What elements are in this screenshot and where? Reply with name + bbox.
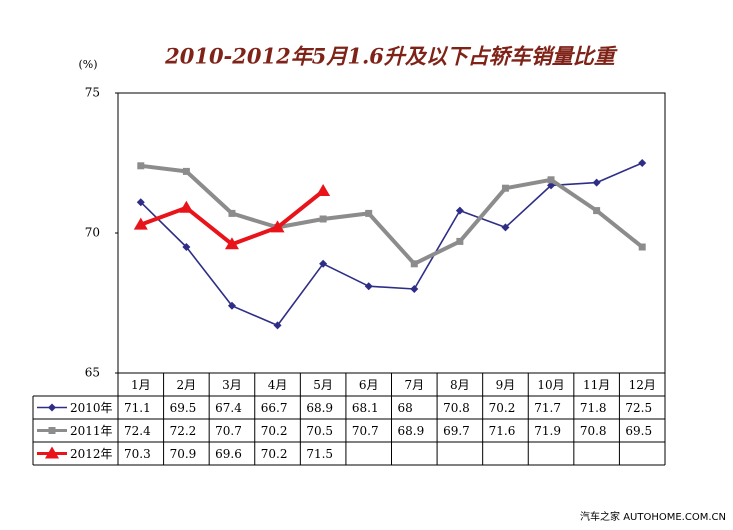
chart-title: 2010-2012年5月1.6升及以下占轿车销量比重 (164, 44, 618, 69)
table-value: 66.7 (261, 401, 288, 415)
x-tick-label: 1月 (131, 378, 151, 392)
table-value: 70.7 (352, 424, 379, 438)
series-marker (456, 237, 464, 245)
x-tick-label: 8月 (450, 378, 470, 392)
table-value: 68.9 (398, 424, 425, 438)
table-value: 71.9 (534, 424, 561, 438)
table-value: 71.6 (489, 424, 516, 438)
table-value: 70.8 (580, 424, 607, 438)
table-value: 69.6 (215, 447, 242, 461)
legend-label: 2010年 (70, 401, 113, 415)
series-marker (270, 220, 285, 233)
table-value: 71.5 (306, 447, 333, 461)
table-value: 69.7 (443, 424, 470, 438)
legend-marker (48, 427, 56, 434)
series-marker (410, 285, 419, 293)
series-marker (638, 243, 646, 251)
series-marker (182, 167, 190, 175)
series-marker (365, 209, 373, 217)
table-value: 68 (398, 401, 413, 415)
table-value: 68.9 (306, 401, 333, 415)
table-value: 71.8 (580, 401, 607, 415)
table-value: 70.8 (443, 401, 470, 415)
legend-label: 2011年 (70, 424, 113, 438)
legend-marker (48, 403, 56, 412)
x-tick-label: 10月 (537, 378, 564, 392)
x-tick-label: 2月 (177, 378, 197, 392)
watermark: 汽车之家 AUTOHOME.COM.CN (580, 510, 726, 523)
series-marker (364, 282, 373, 291)
series-marker (136, 198, 145, 207)
x-tick-label: 7月 (404, 378, 424, 392)
series-marker (319, 259, 328, 268)
y-tick-label: 70 (85, 226, 100, 240)
table-value: 69.5 (170, 401, 197, 415)
table-value: 72.5 (625, 401, 652, 415)
x-tick-label: 5月 (313, 378, 333, 392)
table-value: 70.2 (261, 447, 288, 461)
table-value: 71.1 (124, 401, 151, 415)
series-marker (638, 159, 647, 167)
table-value: 71.7 (534, 401, 561, 415)
x-tick-label: 4月 (268, 378, 288, 392)
series-marker (137, 162, 145, 170)
table-value: 70.2 (489, 401, 516, 415)
table-value: 70.2 (261, 424, 288, 438)
table-value: 70.3 (124, 447, 151, 461)
table-value: 72.4 (124, 424, 151, 438)
table-value: 70.5 (306, 424, 333, 438)
series-marker (179, 200, 194, 213)
legend-label: 2012年 (70, 447, 113, 461)
x-tick-label: 9月 (496, 378, 516, 392)
series-marker (227, 301, 236, 310)
series-marker (410, 260, 418, 268)
x-tick-label: 3月 (222, 378, 242, 392)
series-marker (182, 243, 191, 251)
series-marker (501, 184, 509, 192)
series-marker (319, 215, 327, 223)
x-tick-label: 12月 (629, 378, 656, 392)
table-value: 70.9 (170, 447, 197, 461)
series-marker (228, 209, 236, 217)
y-unit: (%) (78, 58, 97, 71)
series-marker (455, 206, 464, 215)
y-tick-label: 65 (85, 366, 100, 380)
legend-marker (45, 446, 59, 459)
series-marker (501, 223, 510, 232)
x-tick-label: 11月 (583, 378, 610, 392)
series-marker (547, 176, 555, 184)
y-tick-label: 75 (85, 86, 100, 100)
series-marker (592, 178, 601, 187)
table-value: 72.2 (170, 424, 197, 438)
table-value: 70.7 (215, 424, 242, 438)
series-marker (133, 217, 148, 230)
series-marker (224, 237, 239, 250)
series-marker (273, 321, 282, 330)
series-marker (593, 207, 601, 215)
series-line (140, 163, 644, 266)
table-value: 67.4 (215, 401, 242, 415)
table-value: 69.5 (625, 424, 652, 438)
table-value: 68.1 (352, 401, 379, 415)
series-marker (316, 184, 331, 196)
x-tick-label: 6月 (359, 378, 379, 392)
